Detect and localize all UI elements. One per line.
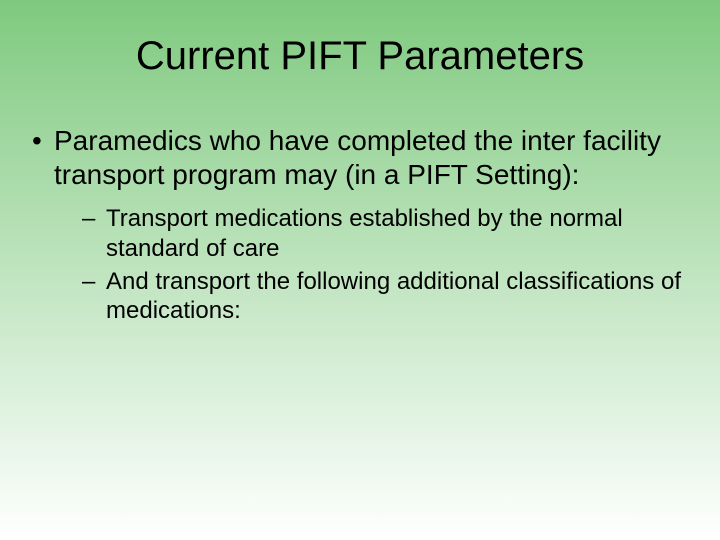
list-item-text: Transport medications established by the… xyxy=(106,205,623,261)
list-item: Transport medications established by the… xyxy=(82,204,690,263)
slide-title: Current PIFT Parameters xyxy=(0,34,720,79)
list-item-text: Paramedics who have completed the inter … xyxy=(54,125,661,190)
list-item: And transport the following additional c… xyxy=(82,267,690,326)
list-item-text: And transport the following additional c… xyxy=(106,268,681,324)
list-item: Paramedics who have completed the inter … xyxy=(30,124,690,325)
bullet-list-level1: Paramedics who have completed the inter … xyxy=(30,124,690,325)
slide: Current PIFT Parameters Paramedics who h… xyxy=(0,0,720,540)
bullet-list-level2: Transport medications established by the… xyxy=(54,204,690,325)
slide-body: Paramedics who have completed the inter … xyxy=(30,124,690,335)
